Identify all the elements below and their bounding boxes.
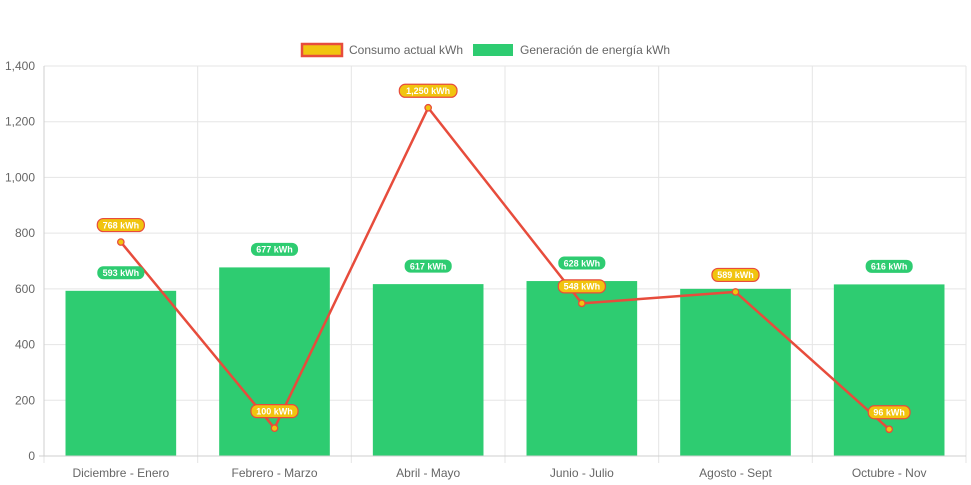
- consumption-point[interactable]: [424, 103, 433, 112]
- legend-swatch-consumption[interactable]: [300, 42, 344, 58]
- line-value-label-text: 589 kWh: [717, 270, 754, 280]
- bar-value-label-text: 628 kWh: [564, 258, 601, 268]
- legend-label-consumption[interactable]: Consumo actual kWh: [349, 43, 463, 57]
- line-value-label-bg: [398, 83, 458, 98]
- bar-value-label-bg: [865, 259, 913, 273]
- consumption-point[interactable]: [885, 425, 894, 434]
- bar-value-label: 616 kWh: [865, 259, 913, 273]
- bar-series: [65, 267, 945, 456]
- data-labels: 593 kWh 677 kWh 617 kWh 628 kWh 616 kWh 768 k…: [96, 83, 913, 420]
- consumption-point[interactable]: [270, 424, 279, 432]
- line-value-label-bg: [557, 279, 606, 294]
- line-value-label-text: 1,250 kWh: [406, 86, 450, 96]
- y-tick-label: 800: [15, 226, 35, 240]
- bar-value-label-text: 617 kWh: [410, 261, 447, 271]
- line-value-label-bg: [867, 405, 911, 420]
- y-tick-label: 1,000: [5, 170, 35, 184]
- consumption-point[interactable]: [731, 288, 740, 296]
- x-tick-label: Junio - Julio: [550, 466, 614, 480]
- line-value-label: 100 kWh: [250, 404, 299, 419]
- bar-value-label-bg: [97, 266, 145, 280]
- legend-label-generation[interactable]: Generación de energía kWh: [520, 43, 670, 57]
- line-value-label-text: 96 kWh: [873, 407, 905, 417]
- generation-bar[interactable]: [65, 290, 177, 456]
- generation-bar[interactable]: [372, 284, 484, 456]
- bar-value-label: 617 kWh: [404, 259, 452, 273]
- x-tick-label: Abril - Mayo: [396, 466, 460, 480]
- line-value-label: 768 kWh: [96, 217, 145, 233]
- line-value-label-text: 548 kWh: [564, 282, 601, 292]
- y-tick-label: 400: [15, 338, 35, 352]
- consumption-point[interactable]: [116, 238, 125, 246]
- x-tick-label: Agosto - Sept: [699, 466, 772, 480]
- y-tick-label: 1,400: [5, 59, 35, 73]
- bar-value-label-text: 593 kWh: [103, 268, 140, 278]
- line-value-label-text: 768 kWh: [103, 220, 140, 230]
- line-value-label: 589 kWh: [711, 267, 760, 283]
- line-value-label: 1,250 kWh: [398, 83, 458, 98]
- line-value-label-bg: [711, 267, 760, 283]
- bar-value-label: 677 kWh: [250, 242, 299, 256]
- x-tick-label: Diciembre - Enero: [72, 466, 169, 480]
- x-tick-label: Octubre - Nov: [852, 466, 927, 480]
- y-tick-label: 200: [15, 393, 35, 407]
- legend-swatch-generation[interactable]: [473, 44, 513, 56]
- bar-value-label: 593 kWh: [97, 266, 145, 280]
- bar-value-label-bg: [404, 259, 452, 273]
- line-value-label-text: 100 kWh: [256, 406, 293, 416]
- bar-value-label-bg: [250, 242, 299, 256]
- bar-value-label-text: 616 kWh: [871, 262, 908, 272]
- bar-value-label-text: 677 kWh: [256, 245, 293, 255]
- bar-value-label: 628 kWh: [558, 256, 606, 270]
- consumption-line: [119, 106, 890, 431]
- x-tick-label: Febrero - Marzo: [231, 466, 317, 480]
- legend[interactable]: Consumo actual kWh Generación de energía …: [300, 42, 670, 58]
- line-value-label-bg: [96, 217, 145, 233]
- generation-bar[interactable]: [526, 281, 638, 456]
- y-tick-label: 600: [15, 282, 35, 296]
- generation-bar[interactable]: [680, 288, 791, 456]
- y-tick-label: 0: [28, 449, 35, 463]
- bar-value-label-bg: [558, 256, 606, 270]
- line-value-label-bg: [250, 404, 299, 419]
- line-value-label: 548 kWh: [557, 279, 606, 294]
- line-value-label: 96 kWh: [867, 405, 911, 420]
- line-series: [116, 103, 894, 434]
- axes: 0 200 400 600 800 1,000 1,200 1,400 Diciembre - …: [5, 59, 966, 480]
- y-tick-label: 1,200: [5, 115, 35, 129]
- consumption-point[interactable]: [577, 299, 586, 308]
- gridlines: [43, 65, 967, 463]
